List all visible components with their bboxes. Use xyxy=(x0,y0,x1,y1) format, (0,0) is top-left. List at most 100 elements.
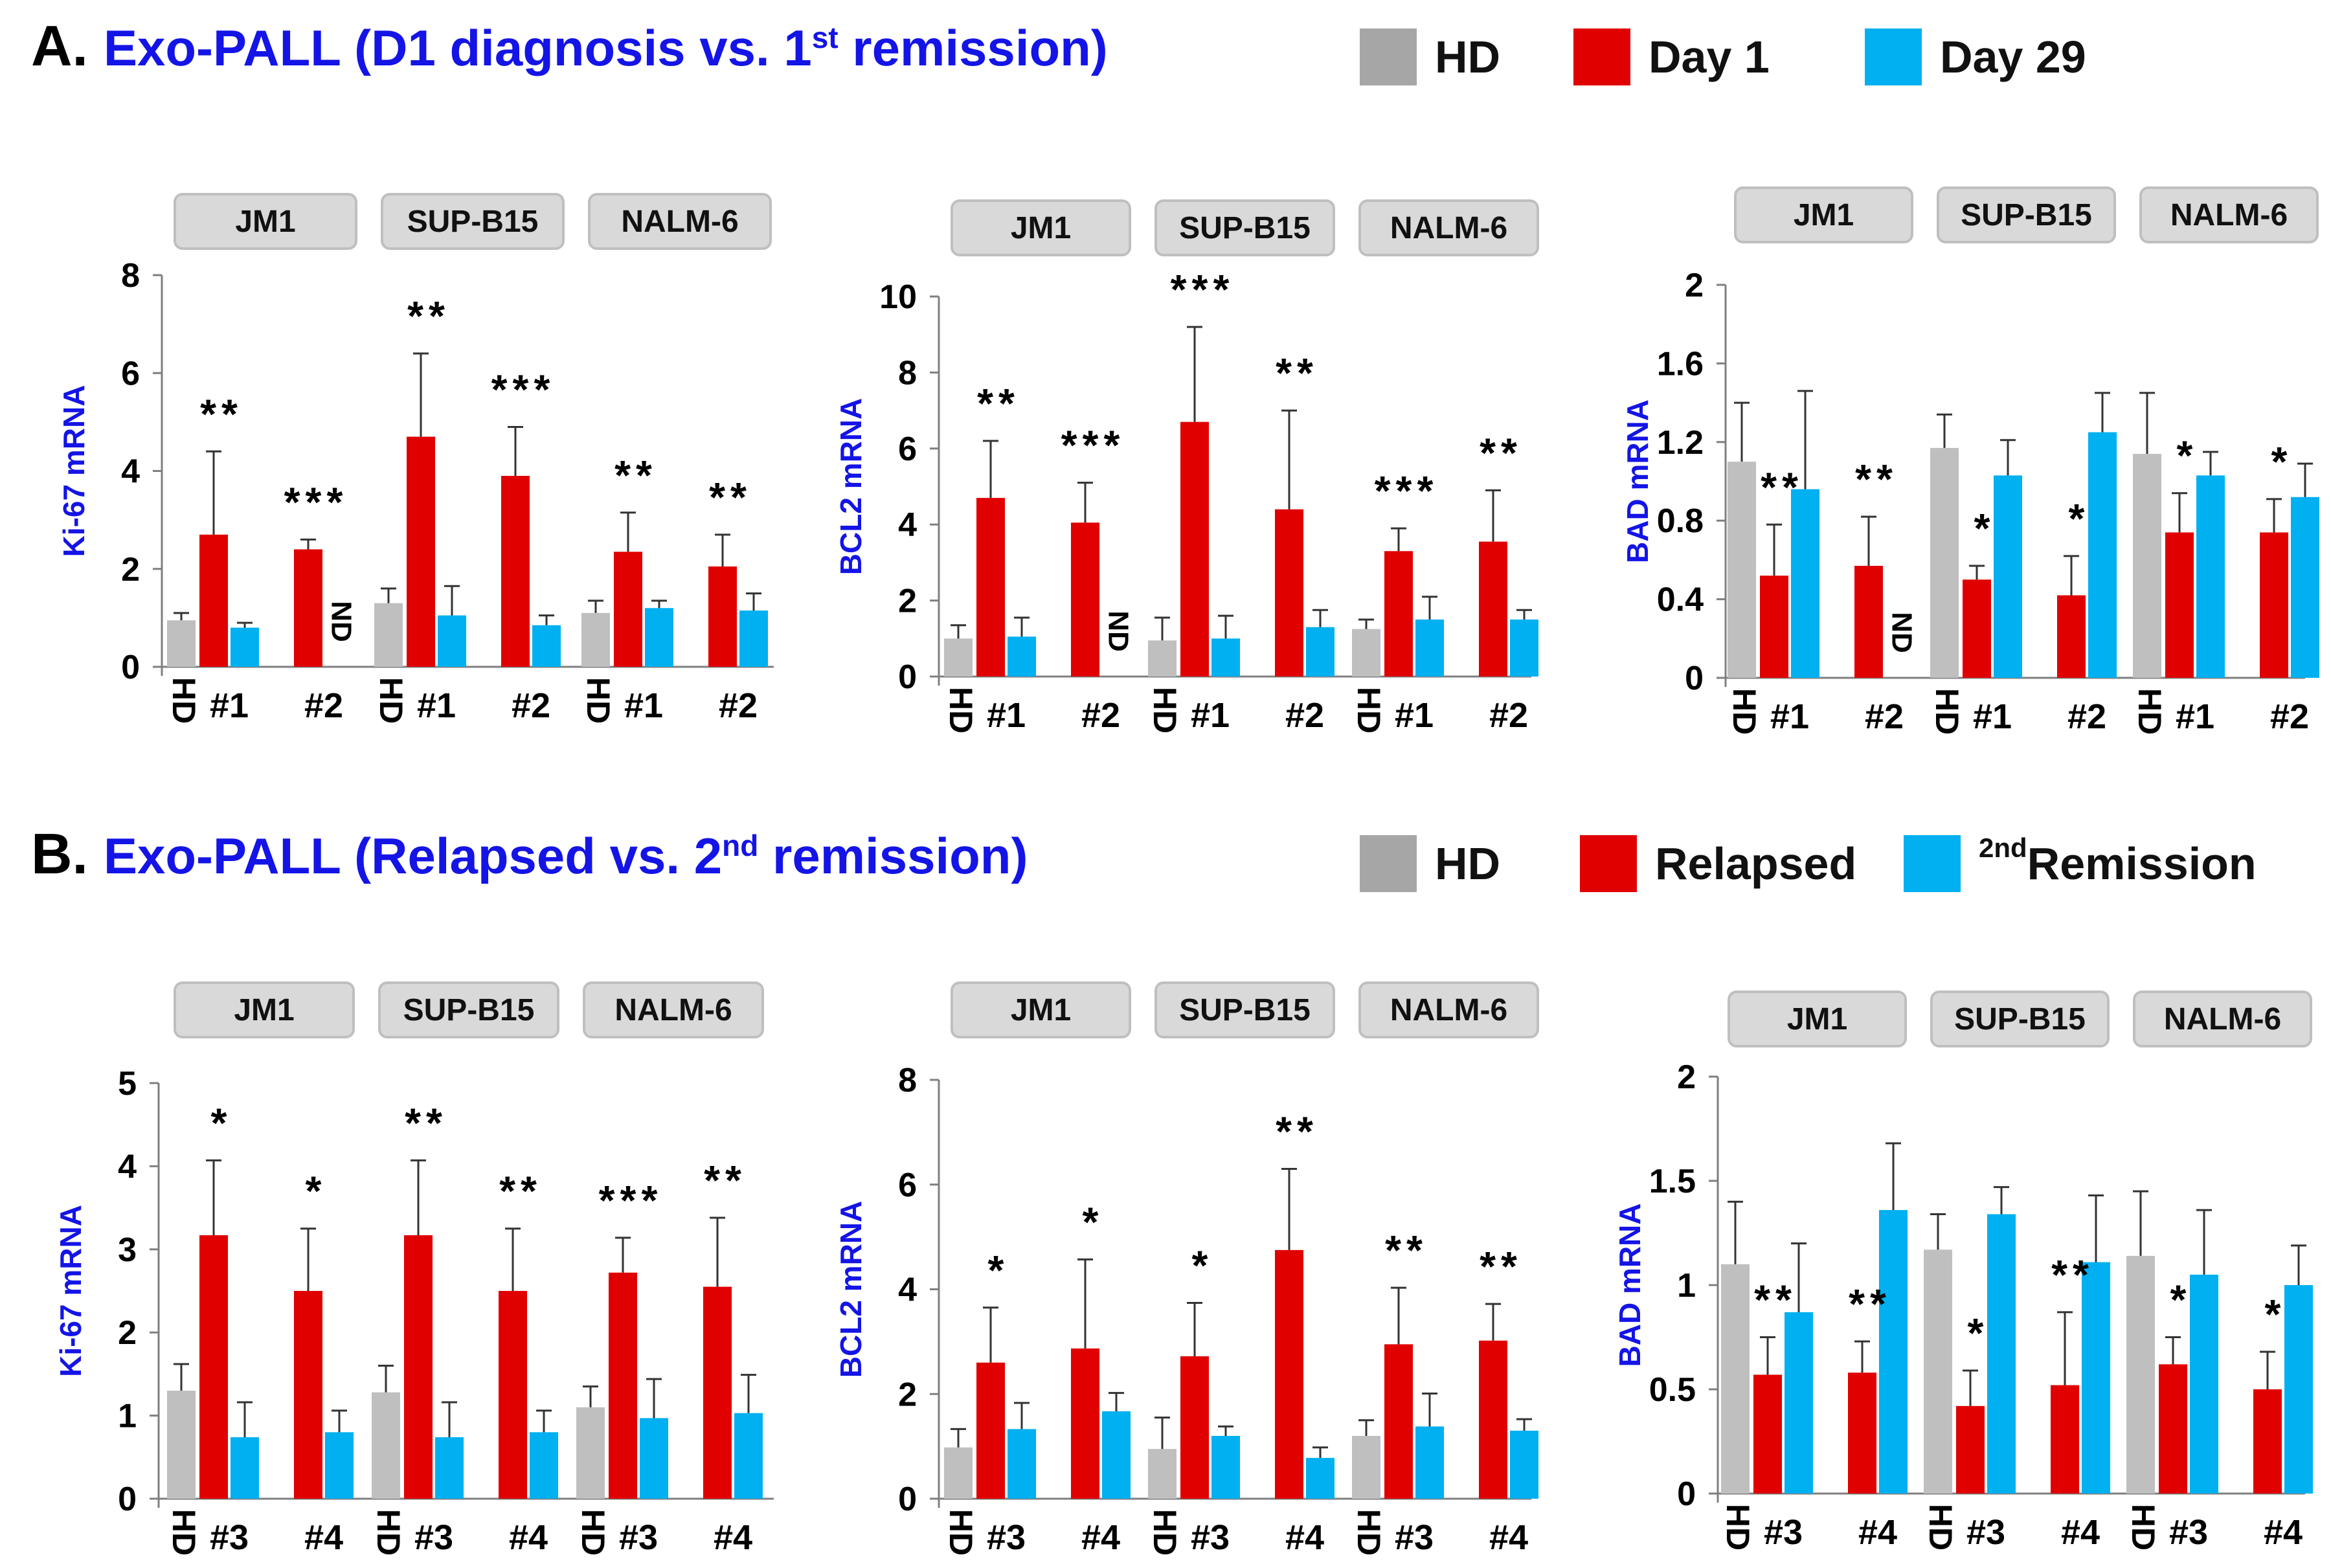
cell-line-box xyxy=(1734,186,1913,243)
x-tick-label-hd: HD xyxy=(1720,1504,1756,1551)
bar-red xyxy=(2165,532,2194,678)
x-tick-label-patient: #4 xyxy=(2061,1513,2100,1552)
x-tick-label-patient: #2 xyxy=(1081,696,1120,735)
y-tick-label: 2 xyxy=(1685,267,1704,304)
cell-line-label: SUP-B15 xyxy=(407,205,539,239)
cell-line-label: NALM-6 xyxy=(2170,198,2288,232)
y-tick-label: 4 xyxy=(898,506,917,544)
bar-blue xyxy=(1306,1457,1334,1499)
bar-red xyxy=(1275,1249,1303,1499)
bar-blue xyxy=(2190,1274,2218,1494)
y-tick-label: 5 xyxy=(118,1065,137,1103)
bar-red xyxy=(1479,1340,1507,1499)
y-axis-title: BCL2 mRNA xyxy=(834,398,868,575)
significance-label: ** xyxy=(499,1168,542,1215)
y-axis-title: BAD mRNA xyxy=(1613,1204,1647,1367)
significance-label: *** xyxy=(1061,422,1125,469)
cell-line-box xyxy=(1358,981,1539,1038)
cell-line-label: JM1 xyxy=(1011,211,1071,245)
bar-red xyxy=(1753,1374,1782,1494)
legend-swatch-red xyxy=(1573,28,1630,85)
bar-red xyxy=(614,552,642,667)
panel-a-letter: A. xyxy=(31,14,88,78)
significance-label: ** xyxy=(614,452,657,498)
not-determined-label: ND xyxy=(325,601,357,642)
cell-line-box xyxy=(1154,199,1335,256)
bar-red xyxy=(294,1291,322,1499)
panel-a-title: A. Exo-PALL (D1 diagnosis vs. 1st remissi… xyxy=(31,13,1108,79)
panel-b-title: B. Exo-PALL (Relapsed vs. 2nd remission) xyxy=(31,821,1028,887)
x-tick-label-hd: HD xyxy=(1351,1509,1387,1556)
cell-line-label: JM1 xyxy=(1794,198,1854,232)
bar-blue xyxy=(1415,1426,1444,1499)
panel-b-legend-relapsed: Relapsed xyxy=(1580,835,1856,892)
bar-red xyxy=(2057,595,2086,678)
bar-red xyxy=(199,534,228,667)
cell-line-box xyxy=(583,981,764,1038)
significance-label: ** xyxy=(405,1099,447,1146)
bar-blue xyxy=(2291,497,2319,678)
bar-red xyxy=(976,1362,1005,1499)
bar-hd xyxy=(1728,462,1756,678)
bar-blue xyxy=(435,1437,464,1499)
bar-hd xyxy=(374,603,403,667)
significance-label: * xyxy=(306,1168,327,1215)
bar-red xyxy=(294,549,322,667)
x-tick-label-patient: #1 xyxy=(1770,697,1809,736)
bar-hd xyxy=(1352,629,1380,677)
x-tick-label-patient: #2 xyxy=(2067,697,2106,736)
significance-label: *** xyxy=(284,478,348,525)
panel-a-legend-hd: HD xyxy=(1360,28,1500,85)
panel-b-letter: B. xyxy=(31,822,88,886)
cell-line-box xyxy=(951,199,1131,256)
bar-blue xyxy=(1994,475,2022,678)
y-tick-label: 6 xyxy=(121,355,140,392)
x-tick-label-patient: #4 xyxy=(1858,1513,1897,1552)
x-tick-label-patient: #2 xyxy=(1489,696,1528,735)
bar-red xyxy=(609,1272,637,1499)
panel-a-legend-day29: Day 29 xyxy=(1865,28,2086,85)
bar-blue xyxy=(1211,638,1240,677)
x-tick-label-patient: #4 xyxy=(304,1518,343,1557)
bar-blue xyxy=(1510,619,1538,677)
panel-b-legend-remission: 2nd Remission xyxy=(1904,833,2257,892)
x-tick-label-patient: #2 xyxy=(719,686,758,725)
y-tick-label: 2 xyxy=(1677,1058,1696,1096)
cell-line-box xyxy=(378,981,559,1038)
bar-red xyxy=(1760,576,1788,678)
y-tick-label: 10 xyxy=(879,278,917,316)
y-tick-label: 0 xyxy=(1685,660,1704,697)
y-tick-label: 8 xyxy=(121,257,140,295)
x-tick-label-hd: HD xyxy=(370,1509,407,1556)
bar-hd xyxy=(2133,454,2161,678)
significance-label: * xyxy=(1968,1310,1989,1356)
y-tick-label: 0.5 xyxy=(1649,1371,1696,1409)
bar-blue xyxy=(2088,432,2117,678)
bar-red xyxy=(499,1291,527,1499)
bar-red xyxy=(976,498,1005,677)
y-tick-label: 4 xyxy=(118,1148,137,1185)
y-tick-label: 8 xyxy=(898,1062,917,1099)
bar-red xyxy=(1848,1372,1876,1494)
bar-hd xyxy=(1148,640,1177,677)
x-tick-label-patient: #1 xyxy=(210,686,249,725)
legend-swatch-hd xyxy=(1360,28,1417,85)
cell-line-box xyxy=(174,981,355,1038)
bar-blue xyxy=(734,1413,763,1499)
bar-blue xyxy=(1415,619,1444,677)
bar-blue xyxy=(438,615,466,667)
bar-red xyxy=(1071,1348,1099,1499)
x-tick-label-hd: HD xyxy=(166,1509,202,1556)
cell-line-label: SUP-B15 xyxy=(1179,993,1311,1027)
y-tick-label: 0 xyxy=(1677,1475,1696,1513)
bar-red xyxy=(199,1235,228,1499)
bar-hd xyxy=(167,1391,196,1499)
x-tick-label-patient: #3 xyxy=(987,1518,1026,1557)
legend-swatch-blue xyxy=(1904,835,1961,892)
bar-hd xyxy=(372,1392,400,1499)
not-determined-label: ND xyxy=(1102,610,1134,652)
bar-red xyxy=(1384,1344,1413,1499)
x-tick-label-patient: #3 xyxy=(1764,1513,1803,1552)
bar-blue xyxy=(2284,1285,2313,1494)
